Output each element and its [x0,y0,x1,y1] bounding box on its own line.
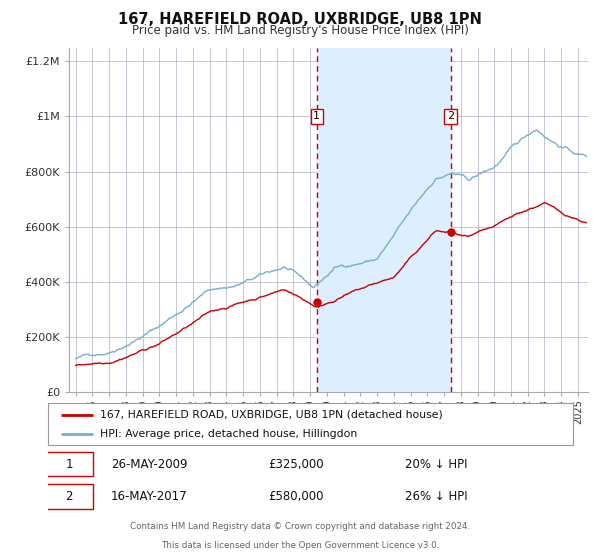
Text: 167, HAREFIELD ROAD, UXBRIDGE, UB8 1PN: 167, HAREFIELD ROAD, UXBRIDGE, UB8 1PN [118,12,482,27]
Text: £325,000: £325,000 [269,458,324,470]
Bar [317,48,451,392]
Text: 1: 1 [65,458,73,470]
Text: Contains HM Land Registry data © Crown copyright and database right 2024.: Contains HM Land Registry data © Crown c… [130,522,470,531]
Text: HPI: Average price, detached house, Hillingdon: HPI: Average price, detached house, Hill… [101,429,358,439]
Text: This data is licensed under the Open Government Licence v3.0.: This data is licensed under the Open Gov… [161,541,439,550]
Text: 26% ↓ HPI: 26% ↓ HPI [405,490,467,503]
Text: 1: 1 [313,111,320,122]
Text: 2: 2 [447,111,454,122]
Text: 16-MAY-2017: 16-MAY-2017 [111,490,188,503]
Text: 26-MAY-2009: 26-MAY-2009 [111,458,187,470]
FancyBboxPatch shape [46,452,92,477]
Text: 2: 2 [65,490,73,503]
Text: £580,000: £580,000 [269,490,324,503]
Text: 167, HAREFIELD ROAD, UXBRIDGE, UB8 1PN (detached house): 167, HAREFIELD ROAD, UXBRIDGE, UB8 1PN (… [101,409,443,419]
Text: Price paid vs. HM Land Registry's House Price Index (HPI): Price paid vs. HM Land Registry's House … [131,24,469,37]
FancyBboxPatch shape [46,484,92,508]
Text: 20% ↓ HPI: 20% ↓ HPI [405,458,467,470]
